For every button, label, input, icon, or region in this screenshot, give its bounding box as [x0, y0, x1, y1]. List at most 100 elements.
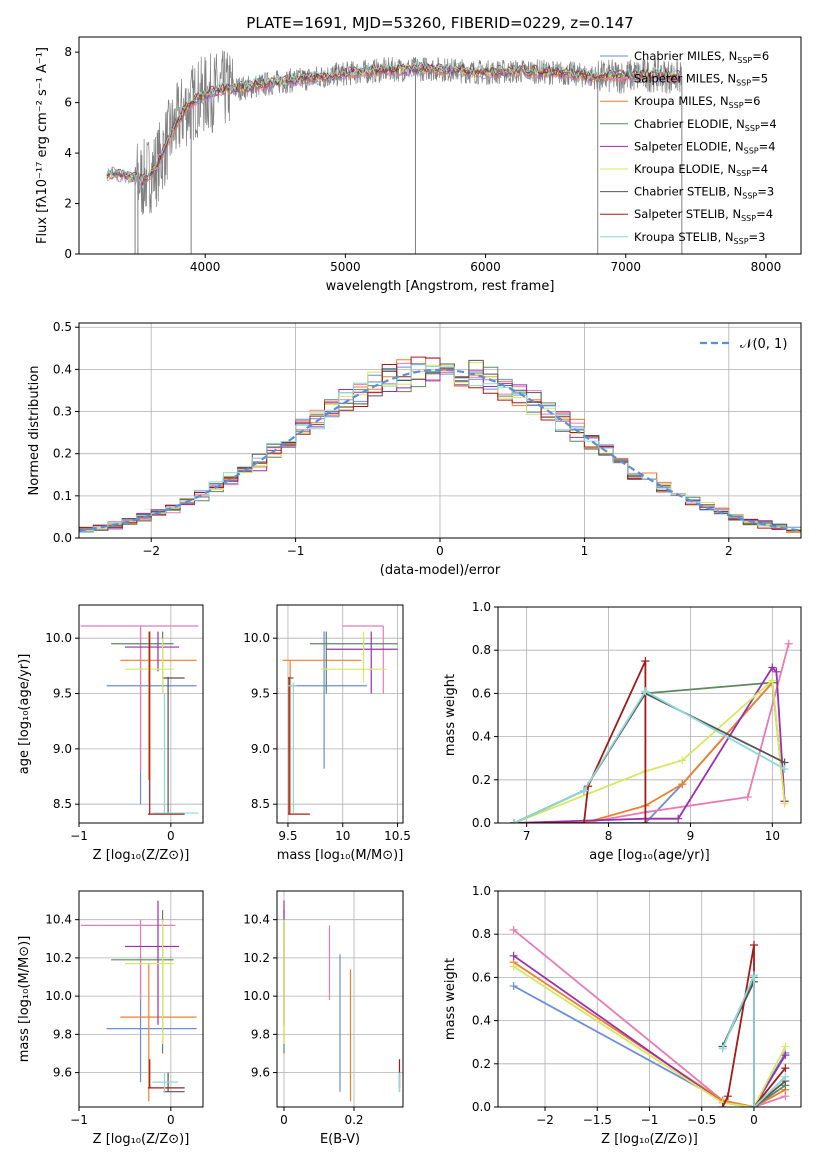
tick-label-y: 10.0 — [45, 989, 72, 1003]
weight-marker-salpeter_miles — [743, 793, 752, 802]
axes-residuals: −2 −1 0 1 2 0.0 0.1 0.2 0.3 0.4 0.5 (data-model)/er… — [27, 320, 802, 578]
tick-label-y: 0.3 — [53, 405, 72, 419]
y-axis-label: mass [log₁₀(M/M⊙)] — [17, 936, 32, 1063]
tick-label-y: 9.6 — [53, 1066, 72, 1080]
weight-line-salpeter_elodie — [514, 666, 786, 823]
weight-line-kroupa_stelib — [514, 689, 786, 823]
spectrum-model-kroupa_elodie — [106, 62, 682, 185]
tick-label-x: −2 — [142, 544, 160, 558]
tick-label-y: 1.0 — [472, 600, 491, 614]
weight-line-kroupa_stelib — [721, 974, 786, 1107]
plot-area — [283, 900, 401, 1102]
x-axis-label: mass [log₁₀(M/M⊙)] — [277, 848, 404, 863]
weight-marker-chabrier_miles — [509, 982, 518, 991]
tick-label-y: 0.2 — [472, 773, 491, 787]
y-axis-label: age [log₁₀(age/yr)] — [17, 654, 32, 775]
weight-marker-salpeter_elodie — [509, 951, 518, 960]
axes-spectrum: 4000 5000 6000 7000 8000 0 2 4 6 8 wavelength [Ang… — [35, 36, 802, 294]
tick-label-y: 1.0 — [472, 884, 491, 898]
tick-label-y: 10.4 — [45, 913, 72, 927]
weight-marker-kroupa_stelib — [579, 786, 588, 795]
axes-frame — [78, 36, 802, 255]
weight-marker-kroupa_elodie — [780, 799, 789, 808]
plot-area — [509, 925, 790, 1107]
tick-label-y: 9.8 — [251, 1027, 270, 1041]
legend-entry: Kroupa MILES, NSSP=6 — [634, 94, 760, 110]
weight-marker-kroupa_stelib — [641, 687, 650, 696]
weight-line-kroupa_miles — [513, 961, 786, 1107]
tick-label-y: 8.5 — [251, 797, 270, 811]
tick-label-x: 0.2 — [344, 1113, 363, 1127]
tick-label-x: −1 — [287, 544, 305, 558]
legend-entry: Salpeter MILES, NSSP=5 — [634, 72, 768, 88]
tick-label-y: 9.0 — [53, 742, 72, 756]
gaussian-curve — [79, 368, 801, 532]
legend-entry: Chabrier ELODIE, NSSP=4 — [634, 117, 777, 133]
legend-entry: Chabrier MILES, NSSP=6 — [634, 49, 769, 65]
axes-frame — [78, 604, 204, 824]
tick-label-x: 7 — [523, 829, 531, 843]
weight-marker-salpeter_elodie — [781, 1051, 790, 1060]
tick-label-y: 0.6 — [472, 686, 491, 700]
weight-marker-salpeter_miles — [784, 639, 793, 648]
weight-marker-salpeter_elodie — [674, 814, 683, 823]
tick-label-y: 0.0 — [53, 531, 72, 545]
legend-entry: 𝒩(0, 1) — [740, 337, 787, 352]
y-axis-label: Normed distribution — [27, 366, 42, 496]
x-axis-label: age [log₁₀(age/yr)] — [589, 848, 710, 863]
tick-label-x: 1 — [581, 544, 589, 558]
plot-area — [282, 625, 398, 815]
plot-area — [80, 625, 199, 815]
tick-label-x: 9 — [687, 829, 695, 843]
plot-area — [510, 639, 793, 823]
weight-marker-kroupa_elodie — [509, 962, 518, 971]
axes-frame — [78, 890, 204, 1108]
tick-label-y: 9.6 — [251, 1066, 270, 1080]
x-axis-label: Z [log₁₀(Z/Z⊙)] — [93, 848, 190, 863]
tick-label-y: 8 — [64, 45, 72, 59]
x-axis-label: E(B-V) — [320, 1132, 360, 1147]
tick-label-x: 10 — [765, 829, 780, 843]
tick-label-x: 10.5 — [384, 829, 411, 843]
legend-entry: Salpeter ELODIE, NSSP=4 — [634, 139, 776, 155]
weight-marker-kroupa_elodie — [768, 676, 777, 685]
tick-label-y: 10.4 — [243, 913, 270, 927]
tick-label-y: 0.2 — [472, 1057, 491, 1071]
tick-label-x: 0 — [167, 1113, 175, 1127]
tick-label-x: 8 — [605, 829, 613, 843]
weight-marker-kroupa_stelib — [781, 1072, 790, 1081]
spectrum-legend: Chabrier MILES, NSSP=6 Salpeter MILES, NS… — [600, 49, 777, 246]
weight-marker-salpeter_stelib — [749, 941, 758, 949]
weight-marker-kroupa_stelib — [718, 1044, 727, 1053]
plot-area — [79, 356, 801, 533]
legend-entry: Kroupa STELIB, NSSP=3 — [634, 230, 765, 246]
tick-label-y: 4 — [64, 146, 72, 160]
tick-label-x: 9.5 — [278, 829, 297, 843]
x-axis-label: wavelength [Angstrom, rest frame] — [326, 279, 555, 294]
weight-marker-salpeter_stelib — [718, 1103, 727, 1107]
tick-label-y: 0.4 — [472, 1014, 491, 1028]
tick-label-x: 4000 — [190, 260, 221, 274]
tick-label-y: 0.8 — [472, 643, 491, 657]
tick-label-x: 8000 — [751, 260, 782, 274]
weight-marker-salpeter_elodie — [768, 663, 777, 672]
weight-marker-salpeter_stelib — [723, 1092, 732, 1101]
tick-label-y: 10.0 — [45, 631, 72, 645]
tick-label-x: −0.5 — [687, 1113, 716, 1127]
tick-label-x: −1.5 — [583, 1113, 612, 1127]
x-axis-label: (data-model)/error — [380, 563, 501, 578]
weight-marker-salpeter_stelib — [781, 1064, 790, 1073]
weight-line-kroupa_elodie — [513, 965, 787, 1107]
tick-label-y: 0.1 — [53, 489, 72, 503]
weight-marker-salpeter_stelib — [579, 819, 588, 823]
tick-label-y: 9.8 — [53, 1027, 72, 1041]
tick-label-y: 0.0 — [472, 816, 491, 830]
tick-label-y: 0.4 — [472, 730, 491, 744]
tick-label-x: 10 — [335, 829, 350, 843]
tick-label-y: 10.2 — [243, 951, 270, 965]
weight-marker-salpeter_stelib — [641, 819, 650, 823]
tick-label-x: 0 — [436, 544, 444, 558]
